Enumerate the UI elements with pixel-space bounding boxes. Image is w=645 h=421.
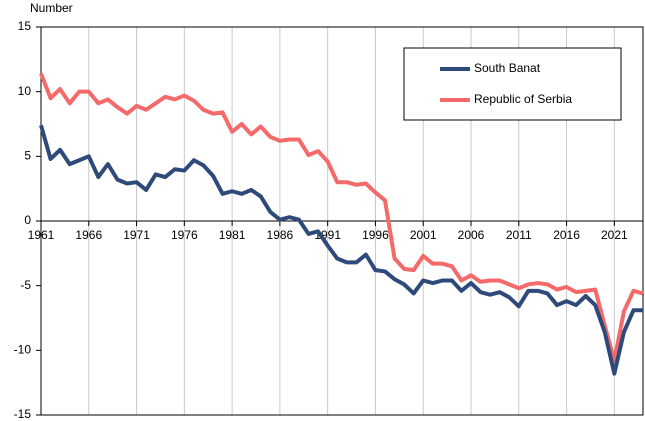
x-tick-label: 1976 bbox=[171, 228, 198, 242]
y-tick-label: -10 bbox=[14, 343, 32, 357]
x-tick-label: 2016 bbox=[553, 228, 580, 242]
y-tick-label: 5 bbox=[24, 149, 31, 163]
x-tick-label: 2021 bbox=[601, 228, 628, 242]
y-tick-label: -15 bbox=[14, 407, 32, 421]
x-tick-label: 1986 bbox=[267, 228, 294, 242]
legend-label: South Banat bbox=[474, 61, 541, 75]
y-tick-label: 0 bbox=[24, 213, 31, 227]
x-tick-label: 1971 bbox=[123, 228, 150, 242]
series-line bbox=[39, 72, 644, 363]
x-tick-label: 2006 bbox=[458, 228, 485, 242]
y-tick-label: 10 bbox=[18, 84, 32, 98]
x-tick-label: 2001 bbox=[410, 228, 437, 242]
x-tick-label: 1966 bbox=[75, 228, 102, 242]
legend-label: Republic of Serbia bbox=[474, 92, 572, 106]
series-line bbox=[39, 124, 643, 376]
x-tick-label: 1981 bbox=[219, 228, 246, 242]
x-tick-label: 2011 bbox=[506, 228, 532, 242]
x-tick-label: 1996 bbox=[362, 228, 389, 242]
y-tick-label: -5 bbox=[20, 278, 31, 292]
legend-box bbox=[403, 47, 622, 121]
y-axis-label: Number bbox=[30, 1, 73, 15]
y-tick-label: 15 bbox=[18, 19, 32, 33]
